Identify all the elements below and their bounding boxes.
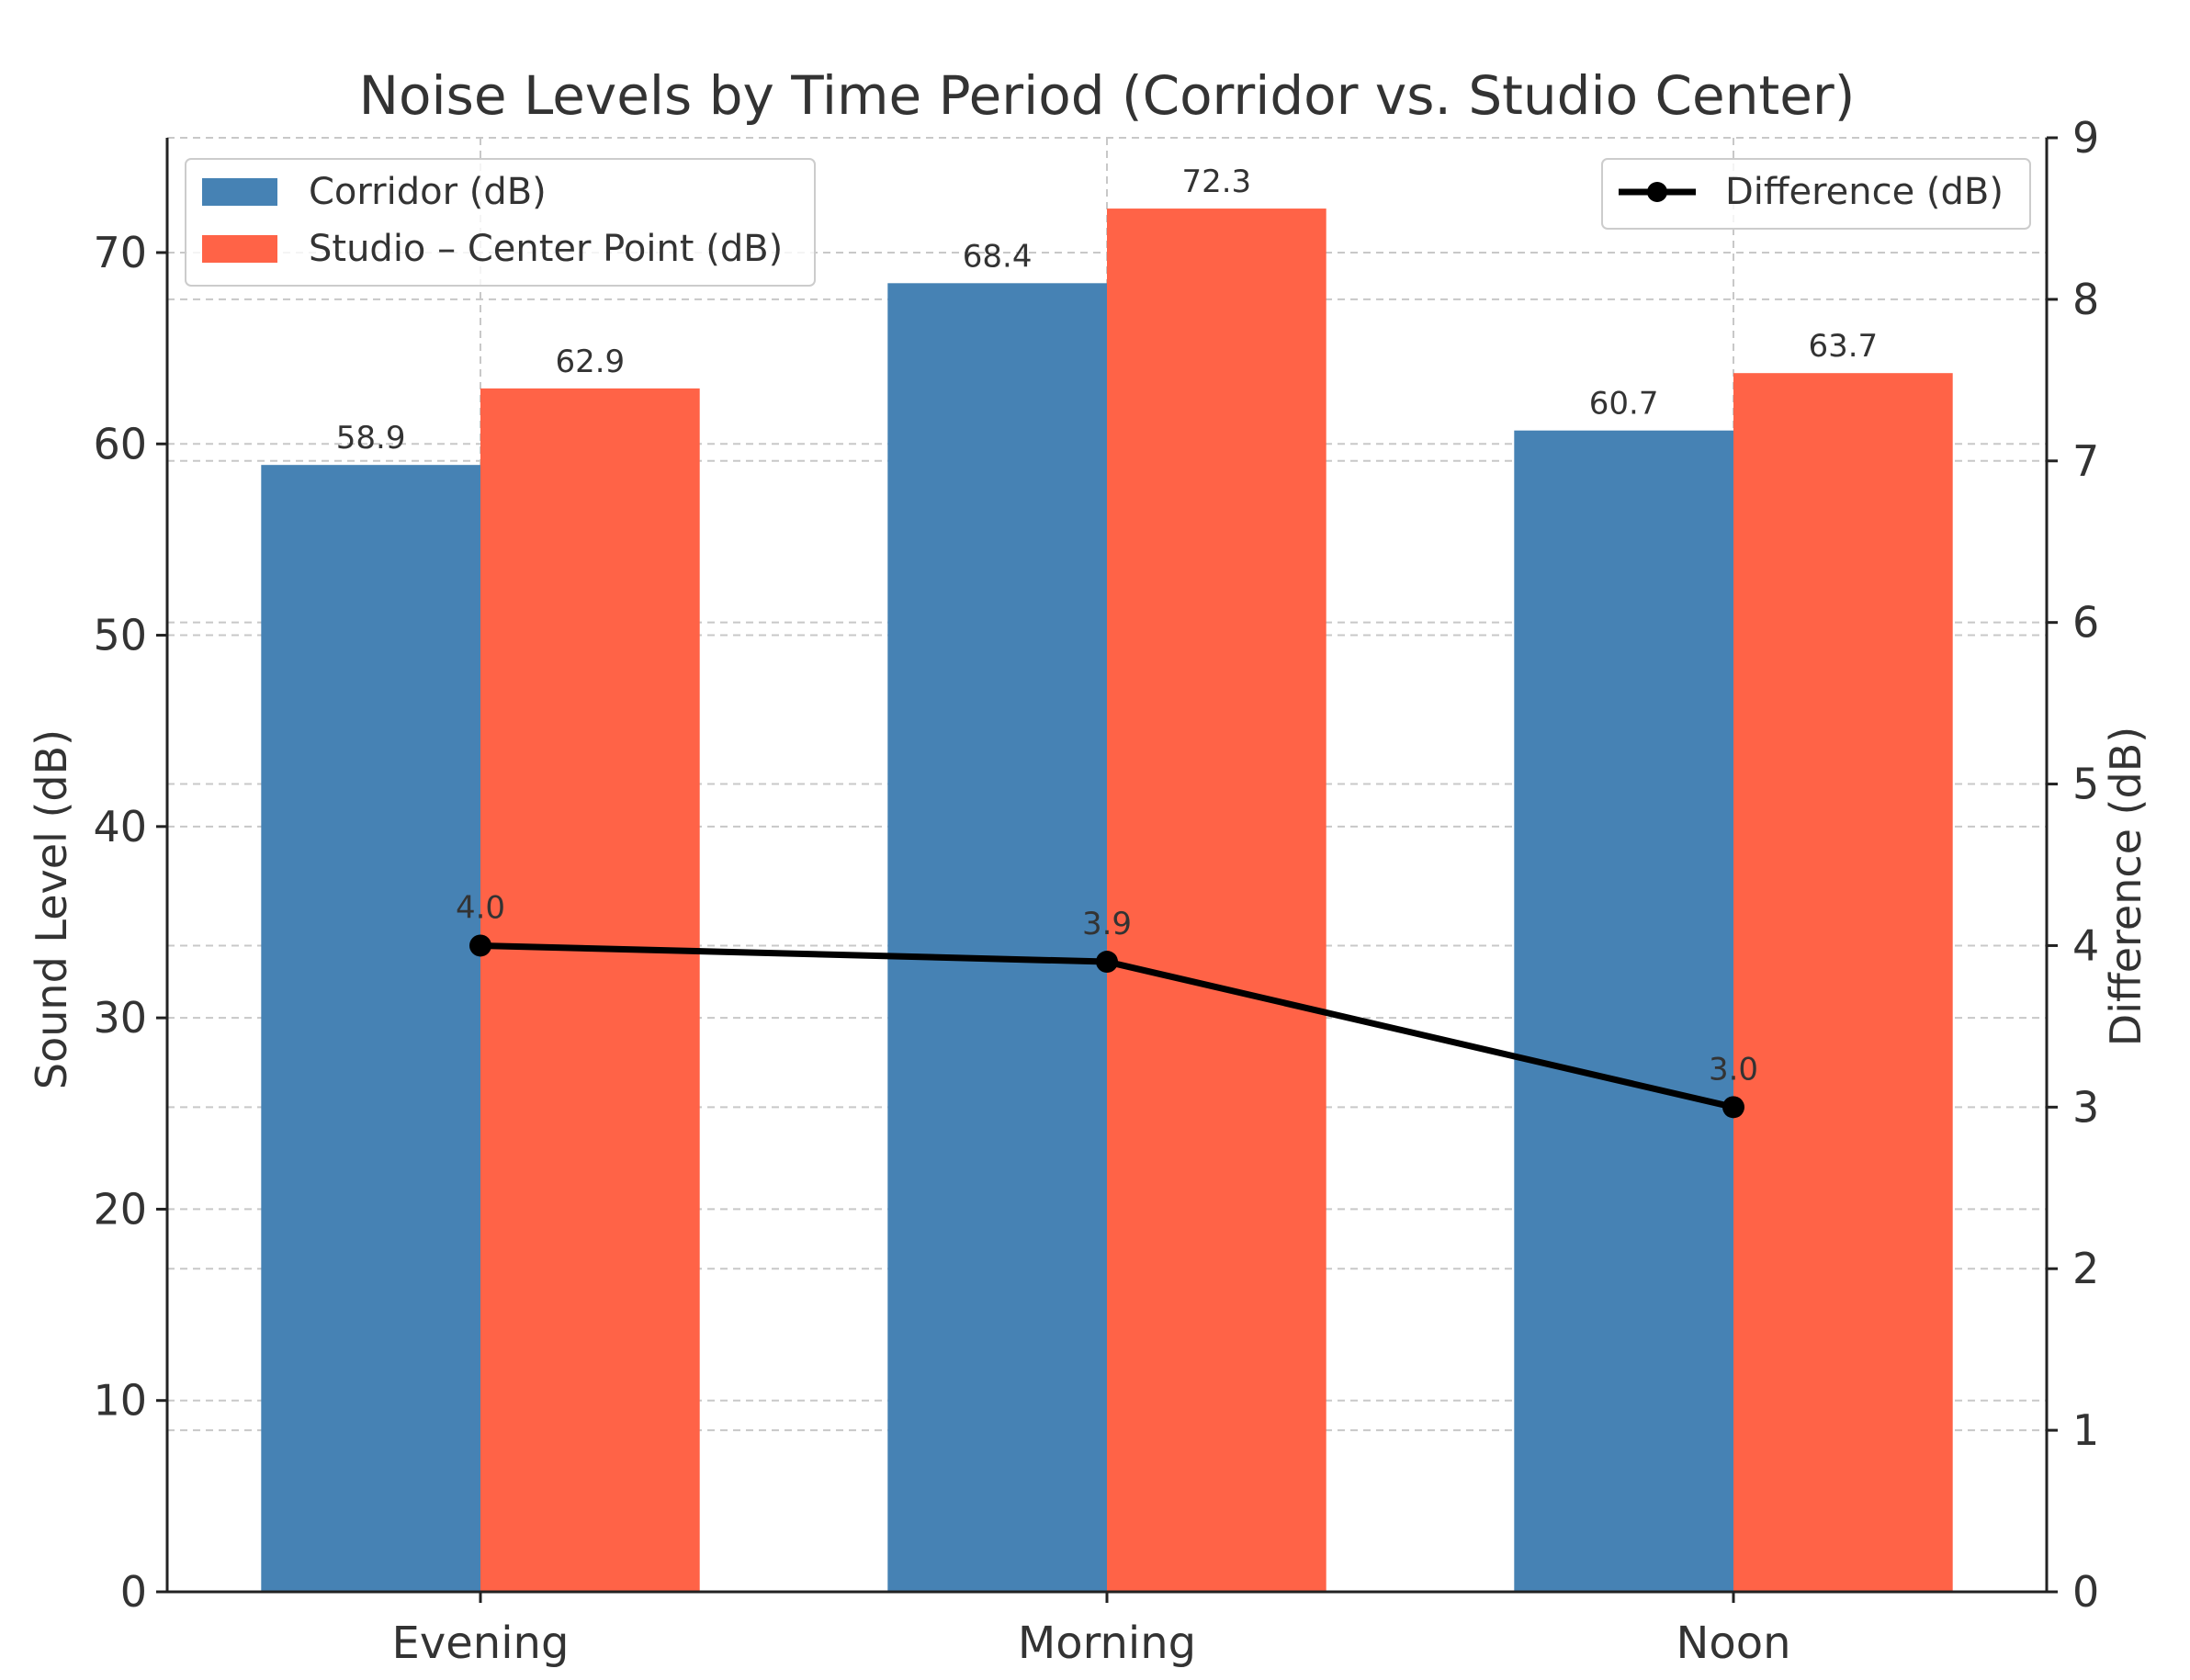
y2-tick-label-2: 2 (2072, 1244, 2099, 1293)
y-tick-label-60: 60 (93, 419, 147, 468)
y2-axis-label: Difference (dB) (2101, 727, 2150, 1046)
difference-point-evening (469, 934, 491, 957)
bar-value-studio-morning: 72.3 (1181, 163, 1251, 200)
y2-tick-label-6: 6 (2072, 598, 2099, 648)
y-tick-label-50: 50 (93, 611, 147, 660)
y2-tick-label-5: 5 (2072, 760, 2099, 809)
bar-studio-morning (1107, 209, 1326, 1592)
legend-swatch-corridor (202, 178, 277, 206)
y-tick-label-40: 40 (93, 802, 147, 851)
bar-value-corridor-evening: 58.9 (336, 420, 406, 457)
difference-value-evening: 4.0 (456, 889, 505, 926)
y-tick-label-10: 10 (93, 1376, 147, 1426)
y2-tick-label-8: 8 (2072, 275, 2099, 324)
legend-right: Difference (dB) (1601, 158, 2031, 230)
legend-swatch-studio (202, 235, 277, 263)
y-tick-label-20: 20 (93, 1184, 147, 1234)
legend-right-frame (1601, 158, 2031, 230)
legend-label-difference: Difference (dB) (1725, 171, 2004, 213)
line-layer: 4.0 3.9 3.0 (456, 889, 1758, 1119)
bar-studio-noon (1733, 373, 1953, 1592)
bar-studio-evening (480, 388, 700, 1592)
difference-point-noon (1722, 1096, 1744, 1119)
y2-tick-label-0: 0 (2072, 1567, 2099, 1617)
difference-value-morning: 3.9 (1082, 906, 1132, 942)
y-axis-label: Sound Level (dB) (27, 729, 76, 1089)
y2-tick-label-9: 9 (2072, 113, 2099, 163)
y2-tick-label-3: 3 (2072, 1082, 2099, 1132)
bar-value-corridor-noon: 60.7 (1589, 386, 1659, 423)
x-tick-label-noon: Noon (1676, 1618, 1790, 1669)
axes-layer: 0 10 20 30 40 50 60 70 0 1 2 3 4 5 6 7 8 9 Evening Morning N… (93, 113, 2099, 1669)
y-tick-label-70: 70 (93, 228, 147, 277)
bar-value-studio-evening: 62.9 (555, 344, 625, 380)
bar-corridor-evening (261, 465, 480, 1592)
bar-value-studio-noon: 63.7 (1808, 328, 1878, 365)
legend-left-frame (185, 158, 816, 287)
x-tick-label-evening: Evening (392, 1618, 570, 1669)
legend-left: Corridor (dB) Studio – Center Point (dB) (185, 158, 816, 287)
legend-marker-difference (1647, 182, 1667, 202)
y2-tick-label-1: 1 (2072, 1405, 2099, 1455)
chart-title: Noise Levels by Time Period (Corridor vs… (359, 64, 1856, 127)
legend-label-studio: Studio – Center Point (dB) (309, 228, 783, 270)
y2-tick-label-7: 7 (2072, 436, 2099, 486)
bars-layer: 58.9 68.4 60.7 62.9 72.3 63.7 (261, 163, 1953, 1593)
y2-tick-label-4: 4 (2072, 920, 2099, 970)
y-tick-label-0: 0 (120, 1567, 147, 1617)
bar-value-corridor-morning: 68.4 (963, 238, 1033, 275)
difference-value-noon: 3.0 (1709, 1051, 1758, 1088)
difference-point-morning (1096, 951, 1118, 974)
y-tick-label-30: 30 (93, 993, 147, 1043)
x-tick-label-morning: Morning (1018, 1618, 1196, 1669)
legend-label-corridor: Corridor (dB) (309, 171, 547, 213)
bar-corridor-morning (887, 283, 1107, 1592)
bar-corridor-noon (1514, 430, 1733, 1593)
